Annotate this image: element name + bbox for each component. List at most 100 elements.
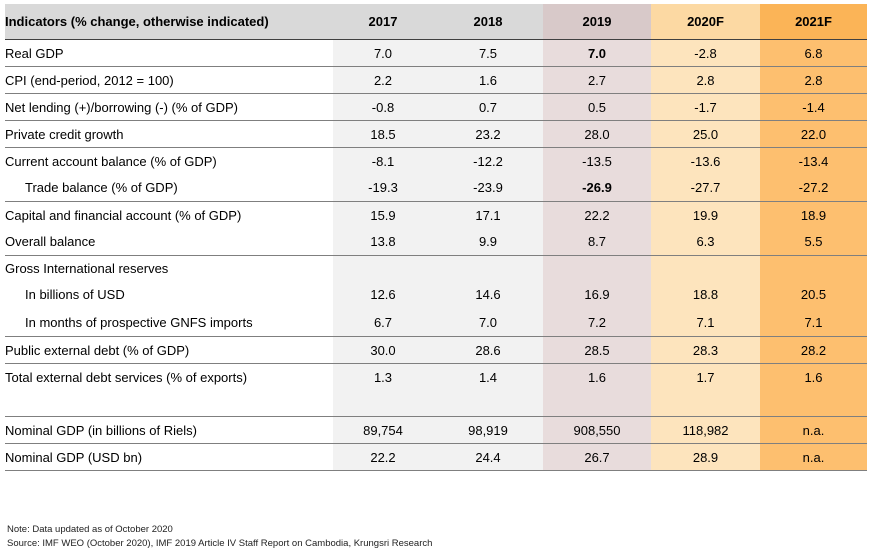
header-2019: 2019 bbox=[543, 4, 651, 40]
cell-value: 1.6 bbox=[760, 363, 867, 391]
cell-value: 2.8 bbox=[651, 66, 760, 94]
row-label: Public external debt (% of GDP) bbox=[5, 336, 333, 364]
cell-value: 908,550 bbox=[543, 416, 651, 444]
table-row: In billions of USD 12.6 14.6 16.9 18.8 20.5 bbox=[5, 280, 867, 309]
row-label: Gross International reserves bbox=[5, 255, 333, 281]
table-row: Net lending (+)/borrowing (-) (% of GDP)… bbox=[5, 93, 867, 121]
header-2021f: 2021F bbox=[760, 4, 867, 40]
cell-value: n.a. bbox=[760, 443, 867, 471]
cell-value: -2.8 bbox=[651, 39, 760, 67]
row-label bbox=[5, 390, 333, 417]
cell-value: 7.1 bbox=[760, 308, 867, 337]
row-label: In billions of USD bbox=[5, 280, 333, 309]
cell-value: 14.6 bbox=[433, 280, 543, 309]
cell-value: 28.6 bbox=[433, 336, 543, 364]
cell-value: 28.2 bbox=[760, 336, 867, 364]
cell-value: 7.0 bbox=[433, 308, 543, 337]
table-row: In months of prospective GNFS imports 6.7… bbox=[5, 308, 867, 337]
cell-value: 1.3 bbox=[333, 363, 433, 391]
table-row: Nominal GDP (USD bn) 22.2 24.4 26.7 28.9 n.a. bbox=[5, 443, 867, 471]
table-row: Overall balance 13.8 9.9 8.7 6.3 5.5 bbox=[5, 228, 867, 256]
header-row: Indicators (% change, otherwise indicate… bbox=[5, 4, 867, 40]
cell-value: 7.1 bbox=[651, 308, 760, 337]
cell-value bbox=[543, 255, 651, 281]
cell-value: 16.9 bbox=[543, 280, 651, 309]
cell-value: n.a. bbox=[760, 416, 867, 444]
cell-value: 19.9 bbox=[651, 201, 760, 229]
cell-value: 25.0 bbox=[651, 120, 760, 148]
cell-value: 18.8 bbox=[651, 280, 760, 309]
cell-value: 7.0 bbox=[543, 39, 651, 67]
indicators-table: Indicators (% change, otherwise indicate… bbox=[5, 4, 867, 471]
cell-value: 28.0 bbox=[543, 120, 651, 148]
cell-value: 9.9 bbox=[433, 228, 543, 256]
cell-value: 1.6 bbox=[543, 363, 651, 391]
cell-value: 24.4 bbox=[433, 443, 543, 471]
table-row: CPI (end-period, 2012 = 100) 2.2 1.6 2.7 2.8… bbox=[5, 66, 867, 94]
cell-value: 13.8 bbox=[333, 228, 433, 256]
table-row: Capital and financial account (% of GDP)… bbox=[5, 201, 867, 229]
row-label: In months of prospective GNFS imports bbox=[5, 308, 333, 337]
header-2020f: 2020F bbox=[651, 4, 760, 40]
table-row bbox=[5, 390, 867, 417]
table-row: Gross International reserves bbox=[5, 255, 867, 281]
row-label: Total external debt services (% of expor… bbox=[5, 363, 333, 391]
row-label: Trade balance (% of GDP) bbox=[5, 174, 333, 202]
cell-value: 2.2 bbox=[333, 66, 433, 94]
cell-value: 15.9 bbox=[333, 201, 433, 229]
table-row: Current account balance (% of GDP) -8.1 -1… bbox=[5, 147, 867, 175]
table-body: Real GDP 7.0 7.5 7.0 -2.8 6.8 CPI (end-period,… bbox=[5, 39, 867, 471]
cell-value: 1.4 bbox=[433, 363, 543, 391]
cell-value: -19.3 bbox=[333, 174, 433, 202]
table-row: Total external debt services (% of expor… bbox=[5, 363, 867, 391]
row-label: Nominal GDP (USD bn) bbox=[5, 443, 333, 471]
cell-value: 20.5 bbox=[760, 280, 867, 309]
row-label: Current account balance (% of GDP) bbox=[5, 147, 333, 175]
cell-value: 89,754 bbox=[333, 416, 433, 444]
cell-value: 1.6 bbox=[433, 66, 543, 94]
cell-value: 28.9 bbox=[651, 443, 760, 471]
cell-value: 7.5 bbox=[433, 39, 543, 67]
table-row: Nominal GDP (in billions of Riels) 89,754… bbox=[5, 416, 867, 444]
note-text: Note: Data updated as of October 2020 bbox=[7, 524, 173, 535]
table-row: Real GDP 7.0 7.5 7.0 -2.8 6.8 bbox=[5, 39, 867, 67]
row-label: Real GDP bbox=[5, 39, 333, 67]
cell-value: 6.8 bbox=[760, 39, 867, 67]
cell-value: -27.7 bbox=[651, 174, 760, 202]
cell-value: 28.5 bbox=[543, 336, 651, 364]
cell-value: 18.5 bbox=[333, 120, 433, 148]
cell-value: 7.0 bbox=[333, 39, 433, 67]
header-2017: 2017 bbox=[333, 4, 433, 40]
cell-value bbox=[760, 390, 867, 417]
cell-value: 5.5 bbox=[760, 228, 867, 256]
cell-value bbox=[333, 390, 433, 417]
cell-value: 18.9 bbox=[760, 201, 867, 229]
cell-value: 98,919 bbox=[433, 416, 543, 444]
source-text: Source: IMF WEO (October 2020), IMF 2019… bbox=[7, 538, 433, 549]
header-2018: 2018 bbox=[433, 4, 543, 40]
cell-value: -26.9 bbox=[543, 174, 651, 202]
cell-value: 12.6 bbox=[333, 280, 433, 309]
cell-value bbox=[651, 255, 760, 281]
cell-value: 6.3 bbox=[651, 228, 760, 256]
row-label: Net lending (+)/borrowing (-) (% of GDP) bbox=[5, 93, 333, 121]
cell-value: -13.5 bbox=[543, 147, 651, 175]
cell-value: -8.1 bbox=[333, 147, 433, 175]
cell-value bbox=[543, 390, 651, 417]
cell-value: -12.2 bbox=[433, 147, 543, 175]
cell-value: 8.7 bbox=[543, 228, 651, 256]
cell-value: 118,982 bbox=[651, 416, 760, 444]
cell-value: -1.7 bbox=[651, 93, 760, 121]
cell-value: -27.2 bbox=[760, 174, 867, 202]
table-row: Private credit growth 18.5 23.2 28.0 25.0 22.… bbox=[5, 120, 867, 148]
header-indicators: Indicators (% change, otherwise indicate… bbox=[5, 4, 333, 40]
cell-value bbox=[651, 390, 760, 417]
row-label: Capital and financial account (% of GDP) bbox=[5, 201, 333, 229]
cell-value: -23.9 bbox=[433, 174, 543, 202]
cell-value: 26.7 bbox=[543, 443, 651, 471]
cell-value: 17.1 bbox=[433, 201, 543, 229]
table-row: Public external debt (% of GDP) 30.0 28.6 2… bbox=[5, 336, 867, 364]
cell-value: 30.0 bbox=[333, 336, 433, 364]
cell-value: -13.4 bbox=[760, 147, 867, 175]
row-label: Private credit growth bbox=[5, 120, 333, 148]
